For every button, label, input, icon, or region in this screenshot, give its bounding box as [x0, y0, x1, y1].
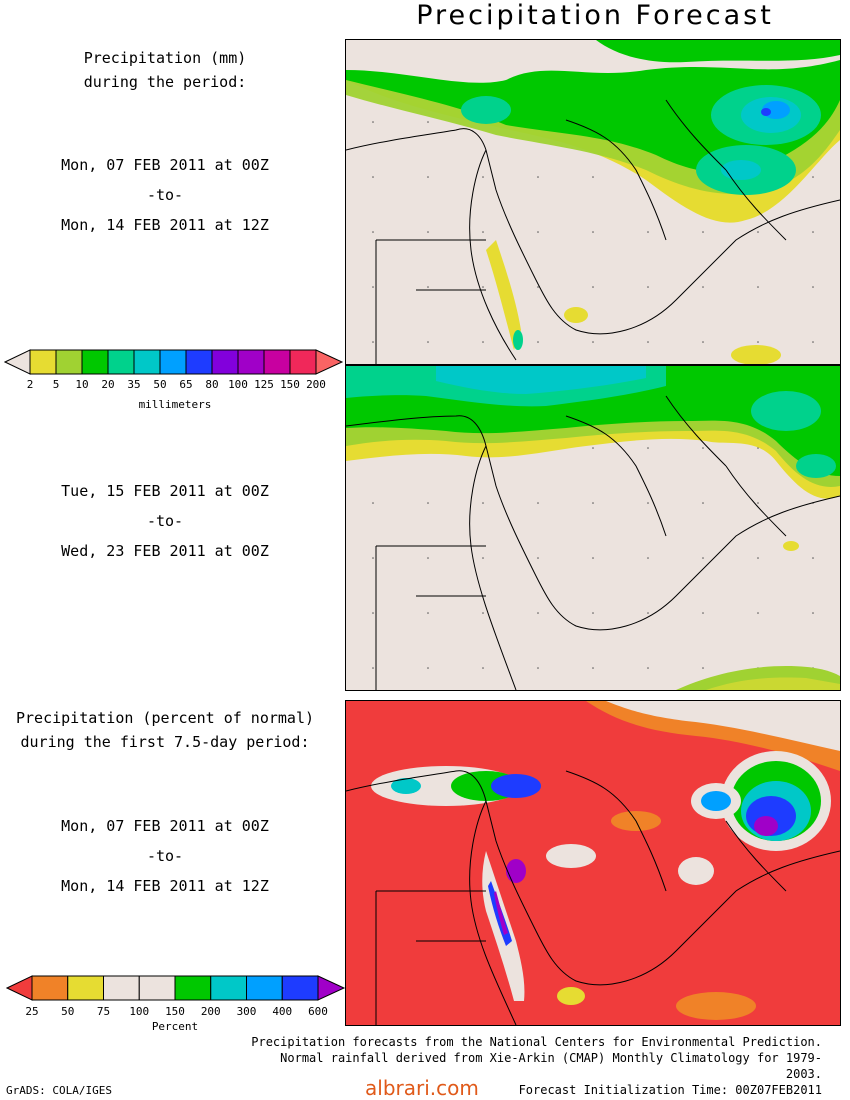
- colorbar-tick-label: 150: [165, 1005, 185, 1018]
- colorbar-percent-swatches: [5, 975, 346, 1001]
- colorbar-swatch: [210, 975, 247, 1001]
- colorbar-mm-swatches: [3, 349, 344, 375]
- colorbar-swatch: [185, 349, 213, 375]
- colorbar-tick-label: 50: [61, 1005, 75, 1018]
- colorbar-swatch: [31, 975, 69, 1001]
- panel1-to: -to-: [146, 186, 184, 204]
- colorbar-tick-label: 65: [179, 378, 193, 391]
- colorbar-tick-label: 100: [129, 1005, 150, 1018]
- panel2-period: Tue, 15 FEB 2011 at 00Z -to- Wed, 23 FEB…: [0, 476, 330, 566]
- colorbar-swatch: [211, 349, 239, 375]
- colorbar-swatch: [281, 975, 319, 1001]
- precip-map-week2: [345, 365, 841, 691]
- colorbar-swatch: [289, 349, 317, 375]
- panel3-line2: during the first 7.5-day period:: [20, 733, 310, 751]
- colorbar-tick-label: 600: [308, 1005, 328, 1018]
- colorbar-tick-label: 20: [101, 378, 115, 391]
- colorbar-right-arrow: [315, 349, 344, 375]
- watermark: albrari.com: [365, 1076, 479, 1100]
- colorbar-swatch: [29, 349, 57, 375]
- colorbar-swatch: [237, 349, 265, 375]
- colorbar-swatch: [55, 349, 83, 375]
- colorbar-tick-label: 75: [96, 1005, 111, 1018]
- footnote: Precipitation forecasts from the Nationa…: [250, 1034, 822, 1098]
- colorbar-tick-label: 300: [236, 1005, 257, 1018]
- panel2-end: Wed, 23 FEB 2011 at 00Z: [61, 542, 269, 560]
- colorbar-percent-ticks: 25 50 75 100 150 200 300 400 600: [0, 1005, 345, 1021]
- footnote-line1: Precipitation forecasts from the Nationa…: [251, 1035, 822, 1049]
- footnote-line3: Forecast Initialization Time: 00Z07FEB20…: [518, 1083, 822, 1097]
- colorbar-tick-label: 200: [306, 378, 326, 391]
- colorbar-swatch: [246, 975, 283, 1001]
- colorbar-tick-label: 25: [25, 1005, 39, 1018]
- panel3-line1: Precipitation (percent of normal): [15, 709, 314, 727]
- colorbar-mm-unit: millimeters: [138, 398, 212, 411]
- colorbar-tick-label: 50: [153, 378, 167, 391]
- colorbar-mm: [3, 348, 344, 378]
- panel2-start: Tue, 15 FEB 2011 at 00Z: [61, 482, 269, 500]
- colorbar-percent-unit: Percent: [151, 1020, 199, 1033]
- grads-credit: GrADS: COLA/IGES: [6, 1084, 112, 1097]
- colorbar-swatch: [81, 349, 109, 375]
- colorbar-swatch: [174, 975, 212, 1001]
- colorbar-swatch: [263, 349, 291, 375]
- colorbar-tick-label: 10: [75, 378, 89, 391]
- footnote-line2: Normal rainfall derived from Xie-Arkin (…: [280, 1051, 822, 1081]
- panel1-end: Mon, 14 FEB 2011 at 12Z: [61, 216, 269, 234]
- panel1-label: Precipitation (mm) during the period:: [0, 46, 330, 94]
- precip-map-week1: [345, 39, 841, 365]
- panel3-period: Mon, 07 FEB 2011 at 00Z -to- Mon, 14 FEB…: [0, 811, 330, 901]
- colorbar-tick-label: 5: [52, 378, 60, 391]
- colorbar-swatch: [138, 975, 176, 1001]
- colorbar-right-arrow: [317, 975, 346, 1001]
- colorbar-percent: [5, 974, 346, 1004]
- panel1-period: Mon, 07 FEB 2011 at 00Z -to- Mon, 14 FEB…: [0, 150, 330, 240]
- panel1-line2: during the period:: [83, 73, 247, 91]
- colorbar-swatch: [107, 349, 135, 375]
- colorbar-tick-label: 35: [127, 378, 141, 391]
- colorbar-tick-label: 200: [200, 1005, 221, 1018]
- colorbar-tick-label: 80: [205, 378, 219, 391]
- panel2-to: -to-: [146, 512, 184, 530]
- percent-normal-map: [345, 700, 841, 1026]
- panel3-label: Precipitation (percent of normal) during…: [0, 706, 330, 754]
- colorbar-left-arrow: [3, 349, 31, 375]
- panel3-start: Mon, 07 FEB 2011 at 00Z: [61, 817, 269, 835]
- colorbar-tick-label: 125: [254, 378, 274, 391]
- panel3-end: Mon, 14 FEB 2011 at 12Z: [61, 877, 269, 895]
- colorbar-tick-label: 400: [272, 1005, 293, 1018]
- colorbar-swatch: [133, 349, 161, 375]
- colorbar-tick-label: 100: [228, 378, 248, 391]
- colorbar-swatch: [67, 975, 104, 1001]
- panel1-start: Mon, 07 FEB 2011 at 00Z: [61, 156, 269, 174]
- page-title: Precipitation Forecast: [416, 0, 774, 31]
- colorbar-tick-label: 2: [26, 378, 34, 391]
- panel3-to: -to-: [146, 847, 184, 865]
- panel1-line1: Precipitation (mm): [83, 49, 247, 67]
- colorbar-swatch: [103, 975, 140, 1001]
- colorbar-left-arrow: [5, 975, 33, 1001]
- colorbar-swatch: [159, 349, 187, 375]
- colorbar-tick-label: 150: [280, 378, 300, 391]
- colorbar-mm-ticks: 2 5 10 20 35 50 65 80 100 125 150 200: [0, 378, 345, 394]
